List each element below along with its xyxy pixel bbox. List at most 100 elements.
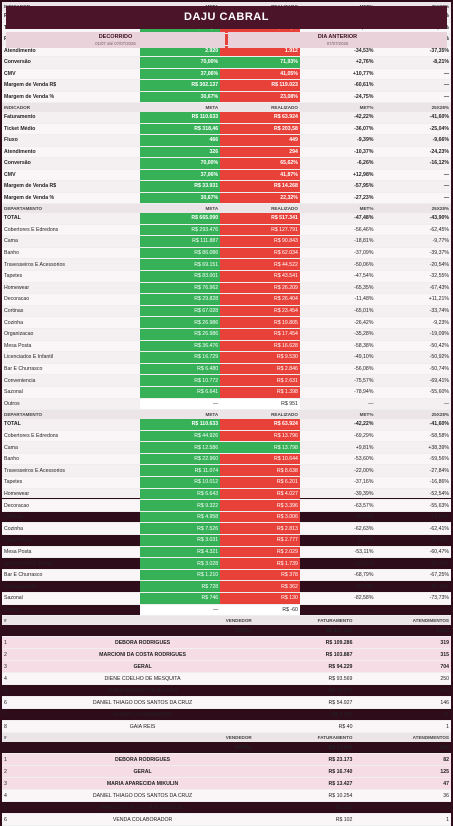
- cell: R$ 111.887: [140, 235, 221, 248]
- cell: -50,06%: [299, 258, 376, 271]
- table-row: Margem de Venda R$ R$ 33.931 R$ 14.268 -57,…: [2, 180, 451, 193]
- cell: -42,22%: [299, 419, 376, 431]
- cell: R$ 102: [253, 813, 355, 826]
- row-label: Faturamento: [2, 112, 141, 124]
- table-row: Banho R$ 86.086 R$ 62.034 -37,09% -39,37%: [2, 247, 451, 260]
- cell: R$ 76.962: [140, 282, 221, 295]
- cell: 7: [2, 708, 32, 722]
- row-label: Organizacao: [2, 534, 141, 547]
- cell: 30,67%: [140, 91, 221, 103]
- panel: DEPARTAMENTO META REALIZADO MET% 25X28% TOTAL…: [2, 204, 451, 411]
- cell: VENDA COLABORADOR: [31, 813, 254, 826]
- seller-row: 7 VENDA COLABORADOR R$ 2.330 16: [2, 708, 451, 722]
- cell: -47,54%: [299, 270, 376, 283]
- cell: [2, 742, 32, 755]
- cell: -62,41%: [375, 522, 451, 536]
- cell: -69,29%: [299, 430, 376, 443]
- row-label: Banho: [2, 247, 141, 260]
- table-row: Decoracao R$ 9.322 R$ 3.396 -63,57% -55,63%: [2, 499, 451, 512]
- row-label: Banho: [2, 453, 141, 466]
- row-label: Conversão: [2, 157, 141, 170]
- total-cell: TOTAL: [31, 625, 254, 638]
- cell: -9,39%: [299, 134, 376, 147]
- table-row: Banho R$ 22.960 R$ 10.644 -53,60% -59,56%: [2, 453, 451, 466]
- cell: —: [375, 604, 451, 617]
- cell: 3: [2, 660, 32, 674]
- cell: -52,54%: [375, 488, 451, 501]
- cell: R$ 203,58: [220, 123, 300, 135]
- cell: R$ 7.526: [140, 522, 221, 536]
- cell: -41,60%: [375, 419, 451, 431]
- panel: # VENDEDOR FATURAMENTO ATENDIMENTOS TOTAL R$ …: [2, 733, 451, 826]
- row-label: Sazonal: [2, 386, 141, 399]
- panel: # VENDEDOR FATURAMENTO ATENDIMENTOS TOTAL R$ …: [2, 616, 451, 734]
- table-row: Margem de Venda R$ R$ 302.137 R$ 119.023 -6…: [2, 79, 451, 92]
- cell: 37,06%: [140, 68, 221, 80]
- cell: -24,23%: [375, 146, 451, 158]
- row-label: Homewear: [2, 488, 141, 501]
- cell: R$ 13.798: [220, 441, 300, 454]
- cell: 37,06%: [140, 169, 221, 181]
- row-label: Cobertores E Edredons: [2, 430, 141, 443]
- cell: -34,53%: [299, 45, 376, 57]
- cell: R$ 90.843: [220, 235, 300, 248]
- cell: R$ 6.480: [140, 363, 221, 376]
- row-label: Atendimento: [2, 45, 141, 57]
- cell: R$ 59.073: [253, 684, 355, 698]
- header-title: DAJU CABRAL: [6, 6, 447, 29]
- table-row: Cortinas R$ 4.958 R$ 3.006 -10,56% -13,62%: [2, 511, 451, 524]
- cell: 41,05%: [220, 68, 300, 80]
- row-label: Travesseiros E Acessorios: [2, 464, 141, 478]
- table-row: CMV 37,06% 41,87% +12,98% —: [2, 169, 451, 181]
- cell: R$ 67.028: [140, 305, 221, 318]
- row-label: Sazonal: [2, 592, 141, 605]
- cell: -73,73%: [375, 592, 451, 605]
- cell: -11,48%: [299, 293, 376, 306]
- cell: DEBORA RODRIGUES: [31, 753, 254, 767]
- cell: -78,94%: [299, 386, 376, 399]
- cell: R$ 2.631: [220, 374, 300, 387]
- cell: R$ 93.569: [253, 672, 355, 686]
- row-label: Licenciados E Infantil: [2, 557, 141, 570]
- row-label: Tapetes: [2, 476, 141, 489]
- cell: -50,29%: [299, 580, 376, 593]
- cell: R$ 103.887: [253, 648, 355, 662]
- cell: R$ 10.254: [253, 789, 355, 803]
- cell: R$ 1.210: [140, 569, 221, 582]
- cell: R$ 17.454: [220, 328, 300, 341]
- cell: -43,90%: [375, 213, 451, 225]
- column-header: META: [140, 204, 221, 213]
- cell: 71,93%: [220, 56, 300, 69]
- table-row: Cortinas R$ 67.028 R$ 23.454 -65,01% -33,74%: [2, 305, 451, 318]
- cell: -39,37%: [375, 247, 451, 260]
- cell: R$ 4.027: [220, 488, 300, 501]
- cell: —: [375, 180, 451, 193]
- header-row: DEPARTAMENTO META REALIZADO MET% 25X28%: [2, 204, 451, 213]
- table-row: Travesseiros E Acessorios R$ 11.074 R$ 8.6…: [2, 464, 451, 478]
- cell: R$ 12.586: [140, 441, 221, 454]
- row-label: Licenciados E Infantil: [2, 351, 141, 364]
- cell: -56,08%: [299, 363, 376, 376]
- cell: —: [375, 169, 451, 181]
- column-header: DEPARTAMENTO: [2, 204, 141, 213]
- row-label: Tapetes: [2, 270, 141, 283]
- cell: R$ 110.633: [140, 112, 221, 124]
- cell: R$ 14.268: [220, 180, 300, 193]
- row-label: Bar E Churrasco: [2, 363, 141, 376]
- cell: +2,76%: [299, 56, 376, 69]
- seller-row: 1 DEBORA RODRIGUES R$ 109.286 319: [2, 636, 451, 650]
- cell: 82: [354, 753, 451, 767]
- cell: R$ 2.813: [220, 522, 300, 536]
- table-row: Sazonal R$ 746 R$ 130 -82,58% -73,73%: [2, 592, 451, 605]
- header-row: # VENDEDOR FATURAMENTO ATENDIMENTOS: [2, 616, 451, 626]
- row-label: Conveniencia: [2, 374, 141, 387]
- cell: 1: [2, 753, 32, 767]
- table-row: Cozinha R$ 7.526 R$ 2.813 -62,63% -62,41%: [2, 522, 451, 536]
- cell: R$ 19.805: [220, 316, 300, 329]
- cell: -69,41%: [375, 374, 451, 387]
- cell: R$ 318,46: [140, 123, 221, 135]
- cell: GERAL: [31, 765, 254, 779]
- cell: -42,18%: [375, 580, 451, 593]
- table-row: TOTAL R$ 665.090 R$ 517.341 -47,48% -43,90%: [2, 213, 451, 225]
